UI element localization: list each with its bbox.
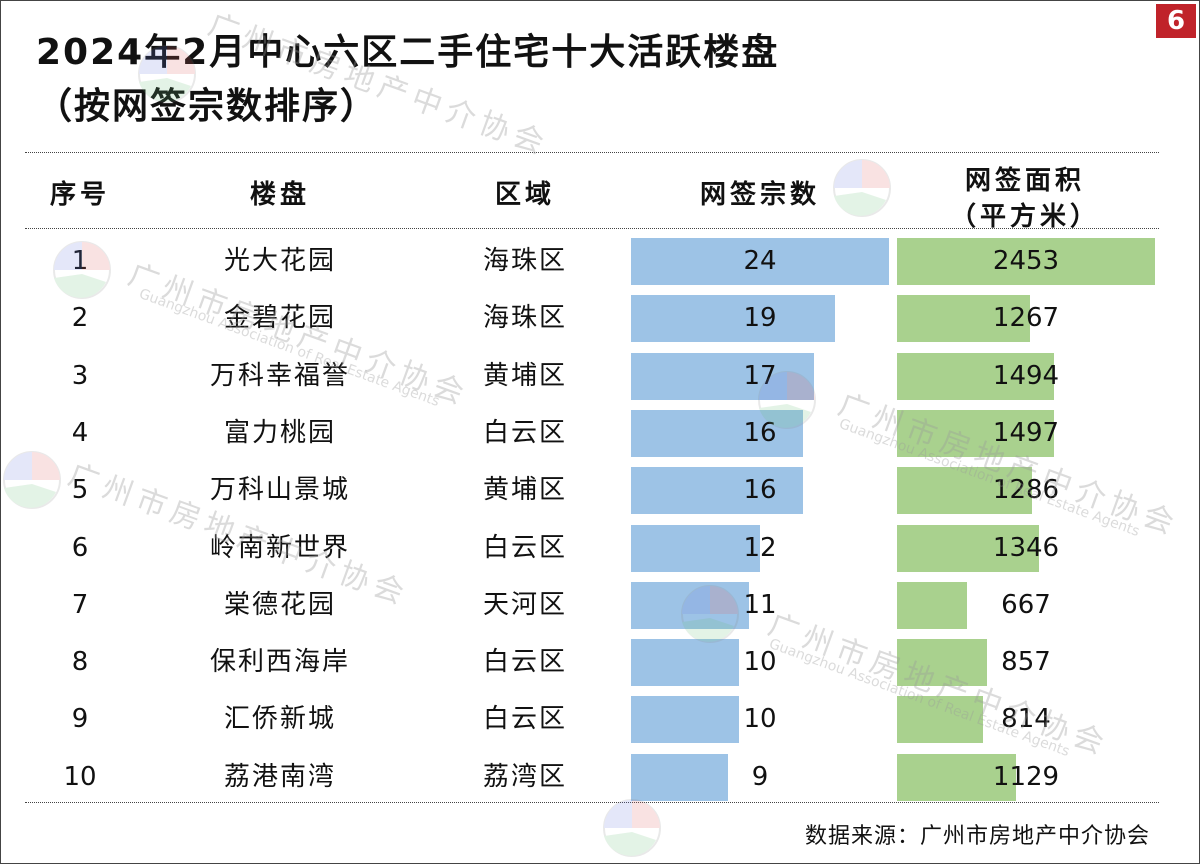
count-value: 10 [743, 704, 777, 735]
row-rank: 2 [71, 303, 89, 334]
count-bar [631, 524, 760, 572]
count-bar [631, 696, 739, 744]
row-district: 荔湾区 [482, 761, 567, 792]
area-bar [897, 295, 1031, 343]
area-value: 1286 [992, 475, 1060, 506]
table-top-rule [25, 152, 1159, 153]
header-estate: 楼盘 [249, 180, 310, 210]
area-bar [897, 409, 1055, 457]
area-bar [897, 581, 968, 629]
row-district: 天河区 [482, 589, 567, 620]
area-value: 857 [1001, 647, 1051, 678]
count-value: 11 [743, 589, 777, 620]
header-rule [25, 228, 1159, 229]
header-area-line1: 网签面积 [964, 166, 1085, 196]
area-value: 1494 [992, 360, 1060, 391]
row-rank: 3 [71, 360, 89, 391]
area-value: 1267 [992, 303, 1060, 334]
row-district: 黄埔区 [482, 360, 567, 391]
row-estate: 光大花园 [223, 246, 336, 276]
row-estate: 荔港南湾 [223, 761, 336, 792]
count-value: 24 [743, 246, 777, 276]
count-value: 19 [743, 303, 777, 334]
row-district: 白云区 [482, 704, 567, 735]
row-estate: 金碧花园 [223, 303, 336, 334]
area-value: 814 [1001, 704, 1051, 735]
count-value: 9 [751, 761, 769, 792]
row-district: 黄埔区 [482, 475, 567, 506]
header-district: 区域 [494, 180, 555, 210]
count-bar [631, 581, 750, 629]
row-district: 白云区 [482, 417, 567, 448]
row-estate: 万科山景城 [209, 475, 350, 506]
area-bar [897, 352, 1055, 400]
count-value: 12 [743, 532, 777, 563]
area-bar [897, 238, 1155, 285]
area-bar [897, 753, 1016, 801]
area-value: 2453 [992, 246, 1060, 276]
row-rank: 6 [71, 532, 89, 563]
count-bar [631, 467, 803, 515]
row-district: 白云区 [482, 532, 567, 563]
row-rank: 8 [71, 647, 89, 678]
count-value: 10 [743, 647, 777, 678]
count-bar [631, 639, 739, 687]
count-bar [631, 295, 836, 343]
row-estate: 保利西海岸 [209, 647, 350, 678]
chart-subtitle: （按网签宗数排序） [36, 86, 379, 127]
count-value: 17 [743, 360, 777, 391]
count-bar [631, 753, 728, 801]
header-rank: 序号 [49, 180, 110, 210]
area-value: 1346 [992, 532, 1060, 563]
row-rank: 1 [71, 246, 89, 276]
chart-title: 2024年2月中心六区二手住宅十大活跃楼盘 [36, 32, 780, 73]
page-number-badge: 6 [1156, 4, 1196, 38]
row-district: 海珠区 [482, 246, 567, 276]
data-source: 数据来源：广州市房地产中介协会 [804, 824, 1150, 849]
row-district: 白云区 [482, 647, 567, 678]
row-estate: 富力桃园 [223, 417, 336, 448]
row-rank: 5 [71, 475, 89, 506]
count-bar [631, 352, 814, 400]
row-estate: 万科幸福誉 [209, 360, 350, 391]
row-rank: 7 [71, 589, 89, 620]
table-bottom-rule [25, 802, 1159, 803]
row-estate: 汇侨新城 [223, 704, 336, 735]
area-bar [897, 524, 1039, 572]
count-bar [631, 238, 889, 285]
area-bar [897, 639, 988, 687]
row-district: 海珠区 [482, 303, 567, 334]
header-count: 网签宗数 [699, 180, 820, 210]
row-rank: 10 [63, 761, 97, 792]
row-estate: 岭南新世界 [209, 532, 350, 563]
area-value: 1497 [992, 417, 1060, 448]
count-value: 16 [743, 475, 777, 506]
count-value: 16 [743, 417, 777, 448]
area-value: 1129 [992, 761, 1060, 792]
area-bar [897, 696, 983, 744]
area-value: 667 [1001, 589, 1051, 620]
row-rank: 4 [71, 417, 89, 448]
count-bar [631, 409, 803, 457]
area-bar [897, 467, 1033, 515]
row-estate: 棠德花园 [223, 589, 336, 620]
header-area-line2: （平方米） [949, 202, 1100, 232]
row-rank: 9 [71, 704, 89, 735]
